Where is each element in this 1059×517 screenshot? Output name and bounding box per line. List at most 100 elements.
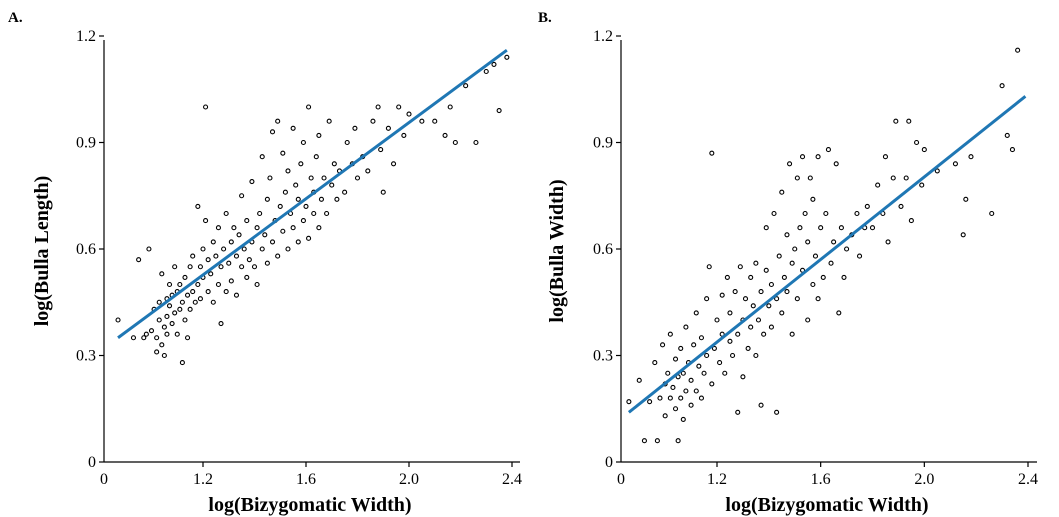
panel-b-label: B. [538,10,552,26]
panel-b-point [680,416,686,422]
panel-a-points [115,54,510,366]
panel-a-point [316,225,322,231]
panel-a-point [275,253,281,259]
panel-b-point [672,406,679,412]
panel-a-point [190,289,196,295]
panel-b-point [678,395,684,401]
panel-b-point [854,210,860,217]
panel-a-point [311,210,317,217]
panel-b-point [774,296,780,302]
panel-a-point [329,182,335,188]
panel-b-point [794,175,800,181]
panel-b-y-tick-label: 1.2 [593,28,613,45]
panel-b-x-tick-label: 1.2 [707,471,727,488]
panel-b-ticks: 0 0.3 0.6 0.9 1.2 1.2 1.6 2.0 2.4 [593,28,1038,488]
panel-b-point [906,118,912,124]
panel-b-point [963,196,969,202]
panel-b-point [662,413,668,419]
panel-b-point [989,210,995,217]
panel-a-point [254,225,260,231]
panel-a-x-tick-label: 2.0 [399,471,419,488]
panel-b-point [810,196,816,202]
panel-a-point [195,203,201,209]
panel-a-point [161,352,167,359]
panel-a-point [210,299,216,305]
panel-b-point [745,345,751,351]
panel-a-fit [117,48,508,339]
panel-a-point [156,317,162,323]
panel-a-point [241,246,247,252]
panel-b-point [820,274,826,280]
panel-b-x-label: log(Bizygomatic Width) [725,494,928,516]
panel-b-point [678,345,684,351]
panel-a-point [215,281,221,288]
panel-a-point [146,246,152,252]
panel-a-point [303,203,309,209]
panel-a-point [334,196,340,202]
panel-b-point [815,296,821,302]
panel-b-point [825,147,831,153]
panel-a-point [154,335,160,341]
panel-a-point [269,129,276,135]
panel-a-point [262,232,268,238]
panel-b-point [688,402,694,408]
panel-a-point [385,125,391,131]
panel-b-point [807,175,813,181]
panel-a-point [290,125,296,131]
panel-a-point [205,289,211,295]
panel-b-point [779,189,785,195]
panel-b-point [934,168,940,174]
panel-b-y-tick-label: 0.6 [593,241,613,258]
panel-a-y-tick-label: 0.6 [76,241,96,258]
panel-a-point [221,246,227,252]
panel-b-point [714,317,720,323]
panel-b-point [838,225,844,231]
panel-a-y-label: log(Bulla Length) [31,176,53,327]
panel-b-point [698,335,705,341]
panel-b-point [709,381,715,387]
panel-b-point [779,310,785,316]
panel-a-point [192,299,198,305]
panel-b-point [717,360,723,366]
panel-b-point [758,402,764,408]
panel-b-point [706,264,712,270]
panel-b-point [758,289,764,295]
panel-a-point [236,232,242,238]
panel-b-point [727,310,733,316]
panel-b-point [960,232,966,238]
panel-b-point [875,182,881,188]
panel-a-x-tick-label: 2.4 [502,471,522,488]
panel-a-point [239,193,245,199]
panel-b-point [693,388,699,394]
panel-a-point [179,360,185,366]
panel-a-point [231,225,237,231]
panel-b-point [1009,147,1016,153]
panel-b-point [890,175,896,181]
panel-b-point [787,161,793,167]
panel-b-point [748,324,754,330]
panel-a-point [130,335,137,341]
panel-b-point [810,281,816,288]
panel-a-point [195,281,201,288]
panel-a-point [174,331,180,337]
panel-a-point [182,274,188,280]
panel-a-point [115,317,121,323]
panel-a-point [185,292,191,298]
panel-a-point [295,196,301,202]
panel-b-point [683,324,689,330]
panel-a-point [352,125,358,131]
panel-b-point [704,352,710,359]
panel-b-point [903,175,909,181]
panel-a-label: A. [8,10,23,26]
panel-b-point [763,225,769,231]
panel-a: A. 0 0 0.3 0.6 0.9 1.2 1.2 1.6 2.0 2.4 log(Bizyg… [8,10,522,516]
panel-a-point [197,264,203,270]
panel-a-point [166,303,173,309]
panel-a-point [185,335,191,341]
panel-b-point [885,239,891,245]
panel-a-x-origin-label: 0 [100,471,108,488]
panel-b-point [836,310,842,316]
panel-b-point [626,399,632,405]
panel-a-point [215,225,221,231]
panel-a-point [331,161,337,167]
